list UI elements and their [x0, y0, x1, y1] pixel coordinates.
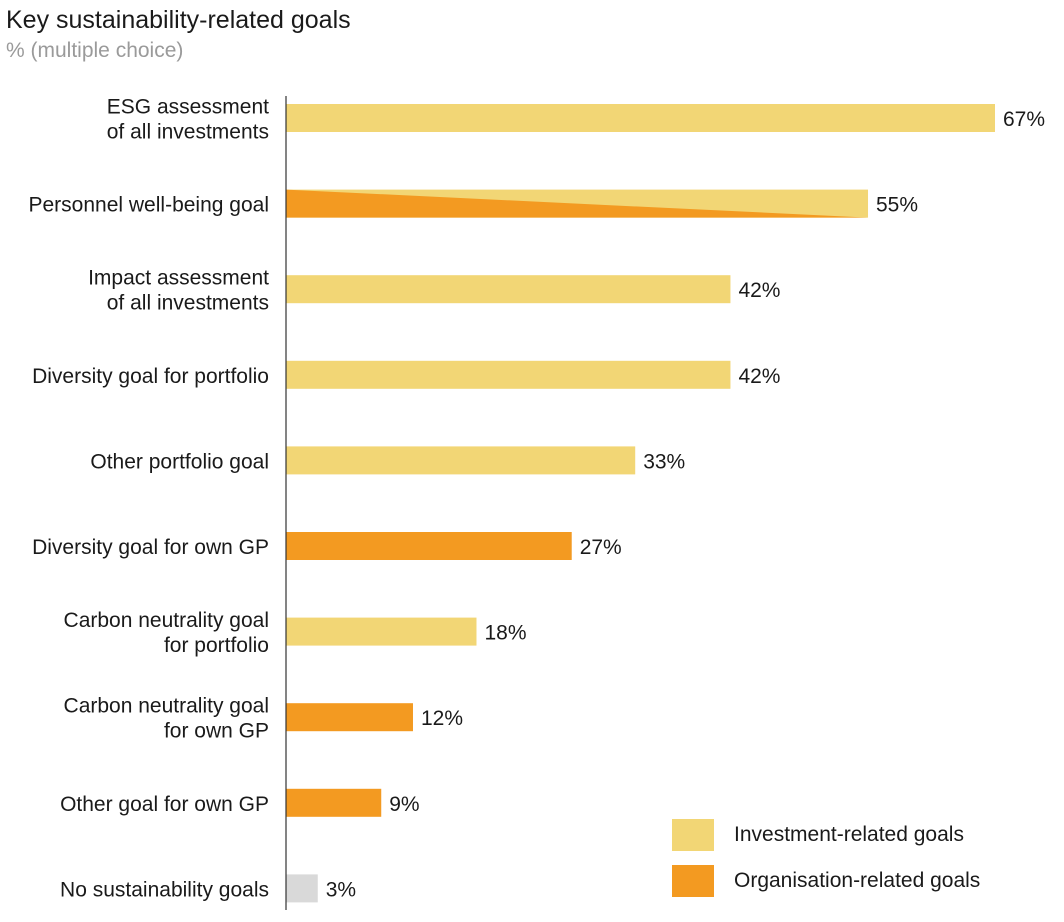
category-label-1: Personnel well-being goal: [29, 194, 270, 217]
value-label-9: 3%: [326, 878, 356, 901]
legend: Investment-related goals Organisation-re…: [672, 818, 980, 910]
bar-2: [286, 275, 731, 304]
value-label-2: 42%: [738, 279, 780, 302]
value-label-7: 12%: [421, 707, 463, 730]
category-label-8: Other goal for own GP: [60, 793, 269, 816]
category-label-3: Diversity goal for portfolio: [32, 365, 269, 388]
chart-title: Key sustainability-related goals: [6, 6, 351, 34]
bar-6: [286, 617, 477, 646]
category-label-4: Other portfolio goal: [90, 450, 269, 473]
legend-label-investment: Investment-related goals: [734, 823, 964, 846]
category-label-9: No sustainability goals: [60, 878, 269, 901]
bar-1-organisation-part: [286, 189, 869, 218]
value-label-8: 9%: [389, 793, 419, 816]
category-label-0: ESG assessment of all investments: [107, 96, 269, 144]
category-label-6: Carbon neutrality goal for portfolio: [64, 609, 269, 657]
category-label-5: Diversity goal for own GP: [32, 536, 269, 559]
bar-4: [286, 446, 636, 475]
value-label-4: 33%: [643, 450, 685, 473]
value-label-1: 55%: [876, 194, 918, 217]
bar-5: [286, 532, 572, 560]
legend-item-organisation: Organisation-related goals: [672, 864, 980, 898]
value-label-6: 18%: [484, 622, 526, 645]
bar-0: [286, 104, 995, 132]
value-label-0: 67%: [1003, 108, 1045, 131]
legend-swatch-organisation: [672, 865, 714, 897]
bar-3: [286, 360, 731, 389]
category-label-2: Impact assessment of all investments: [88, 267, 269, 315]
legend-label-organisation: Organisation-related goals: [734, 869, 981, 892]
category-label-7: Carbon neutrality goal for own GP: [64, 695, 269, 743]
bar-9: [286, 874, 318, 903]
bar-8: [286, 788, 382, 817]
value-label-3: 42%: [738, 365, 780, 388]
value-label-5: 27%: [580, 536, 622, 559]
legend-swatch-investment: [672, 819, 714, 851]
bar-7: [286, 703, 413, 732]
legend-item-investment: Investment-related goals: [672, 818, 980, 852]
chart-subtitle: % (multiple choice): [6, 39, 184, 62]
